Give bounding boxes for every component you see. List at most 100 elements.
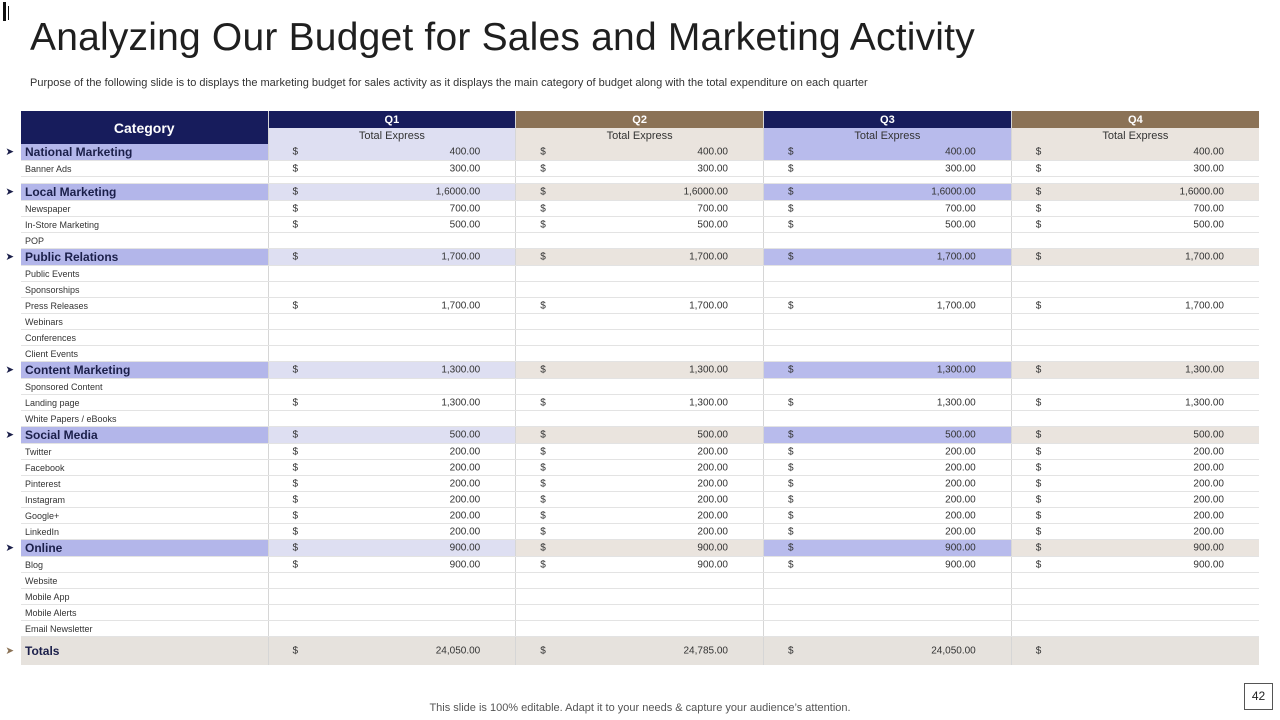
currency-symbol: $: [292, 300, 299, 311]
value-cell-q4: $200.00: [1010, 443, 1259, 460]
amount-value: 1,6000.00: [931, 186, 976, 198]
value-cell-q4: [1010, 265, 1259, 282]
currency-symbol: $: [1035, 429, 1042, 441]
category-label: National Marketing: [25, 145, 133, 159]
item-label: Pinterest: [25, 478, 61, 489]
amount-value: 400.00: [1193, 146, 1224, 158]
value-cell-q3: [763, 265, 1012, 282]
value-cell-q4: [1010, 281, 1259, 298]
value-cell-q4: [1010, 410, 1259, 427]
category-label: Social Media: [25, 428, 98, 442]
quarter-header-q2: Q2: [515, 111, 764, 128]
item-label: In-Store Marketing: [25, 219, 100, 230]
value-cell-q1: [267, 410, 516, 427]
value-cell-q4: $200.00: [1010, 523, 1259, 540]
value-cell-q3: [763, 588, 1012, 605]
currency-symbol: $: [540, 559, 546, 570]
value-cell-q4: $1,700.00: [1010, 248, 1259, 266]
budget-table-container: Category Q1 Q2 Q3 Q4 Total Express Total…: [6, 111, 1259, 665]
amount-value: 200.00: [697, 462, 728, 473]
value-cell-q3: [763, 572, 1012, 589]
amount-value: 200.00: [1193, 462, 1224, 473]
value-cell-q3: [763, 345, 1012, 362]
value-cell-q2: [515, 345, 764, 362]
item-name-cell: Facebook: [21, 459, 268, 476]
currency-symbol: $: [1035, 364, 1042, 376]
currency-symbol: $: [292, 429, 299, 441]
value-cell-q3: [763, 620, 1012, 637]
amount-value: 200.00: [697, 510, 728, 521]
value-cell-q1: $300.00: [267, 160, 516, 177]
currency-symbol: $: [1035, 494, 1042, 505]
value-cell-q4: $: [1010, 636, 1259, 665]
item-row: Google+ $200.00 $200.00 $200.00 $200.00: [21, 507, 1259, 524]
value-cell-q3: $500.00: [763, 426, 1012, 444]
currency-symbol: $: [292, 219, 299, 230]
item-name-cell: Email Newsletter: [21, 620, 268, 637]
item-name-cell: POP: [21, 232, 268, 249]
value-cell-q1: [267, 588, 516, 605]
currency-symbol: $: [1035, 251, 1042, 263]
value-cell-q3: $700.00: [763, 200, 1012, 217]
amount-value: 500.00: [449, 429, 481, 441]
amount-value: 1,700.00: [936, 251, 976, 263]
value-cell-q1: $200.00: [267, 523, 516, 540]
amount-value: 200.00: [945, 478, 976, 489]
amount-value: 900.00: [945, 559, 976, 570]
value-cell-q2: $200.00: [515, 523, 764, 540]
value-cell-q4: $900.00: [1010, 556, 1259, 573]
amount-value: 900.00: [945, 542, 976, 554]
currency-symbol: $: [292, 251, 299, 263]
currency-symbol: $: [540, 645, 546, 657]
amount-value: 200.00: [945, 494, 976, 505]
value-cell-q3: [763, 604, 1012, 621]
currency-symbol: $: [292, 526, 299, 537]
item-label: Mobile App: [25, 591, 70, 602]
item-name-cell: Twitter: [21, 443, 268, 460]
amount-value: 500.00: [697, 429, 728, 441]
currency-symbol: $: [1035, 510, 1042, 521]
value-cell-q1: $1,700.00: [267, 297, 516, 314]
amount-value: 900.00: [697, 542, 728, 554]
value-cell-q1: $1,6000.00: [267, 183, 516, 201]
currency-symbol: $: [788, 645, 794, 657]
spacer-cell: [1010, 176, 1259, 184]
spacer-cell: [763, 176, 1012, 184]
amount-value: 1,300.00: [689, 397, 728, 408]
item-row: Banner Ads $300.00 $300.00 $300.00 $300.00: [21, 160, 1259, 177]
amount-value: 200.00: [449, 510, 481, 521]
category-label: Local Marketing: [25, 185, 117, 199]
item-row: Sponsored Content: [21, 378, 1259, 395]
item-label: Client Events: [25, 348, 79, 359]
value-cell-q1: $900.00: [267, 539, 516, 557]
currency-symbol: $: [1035, 219, 1042, 230]
currency-symbol: $: [788, 364, 794, 376]
currency-symbol: $: [540, 163, 546, 174]
currency-symbol: $: [540, 510, 546, 521]
currency-symbol: $: [540, 203, 546, 214]
item-row: Pinterest $200.00 $200.00 $200.00 $200.00: [21, 475, 1259, 492]
item-name-cell: Instagram: [21, 491, 268, 508]
currency-symbol: $: [292, 494, 299, 505]
amount-value: 24,785.00: [683, 645, 729, 657]
value-cell-q4: [1010, 345, 1259, 362]
category-name-cell: ➤ Social Media: [6, 426, 268, 444]
amount-value: 1,700.00: [689, 300, 728, 311]
amount-value: 1,700.00: [441, 300, 481, 311]
item-label: Website: [25, 575, 58, 586]
value-cell-q3: $1,300.00: [763, 361, 1012, 379]
item-row: Email Newsletter: [21, 620, 1259, 637]
value-cell-q2: [515, 604, 764, 621]
item-row: Instagram $200.00 $200.00 $200.00 $200.00: [21, 491, 1259, 508]
amount-value: 300.00: [697, 163, 728, 174]
item-label: Instagram: [25, 494, 66, 505]
item-label: Facebook: [25, 462, 65, 473]
currency-symbol: $: [540, 397, 546, 408]
value-cell-q2: $24,785.00: [515, 636, 764, 665]
currency-symbol: $: [1035, 186, 1042, 198]
currency-symbol: $: [292, 446, 299, 457]
currency-symbol: $: [292, 163, 299, 174]
value-cell-q2: $200.00: [515, 459, 764, 476]
item-label: Newspaper: [25, 203, 71, 214]
item-row: Blog $900.00 $900.00 $900.00 $900.00: [21, 556, 1259, 573]
